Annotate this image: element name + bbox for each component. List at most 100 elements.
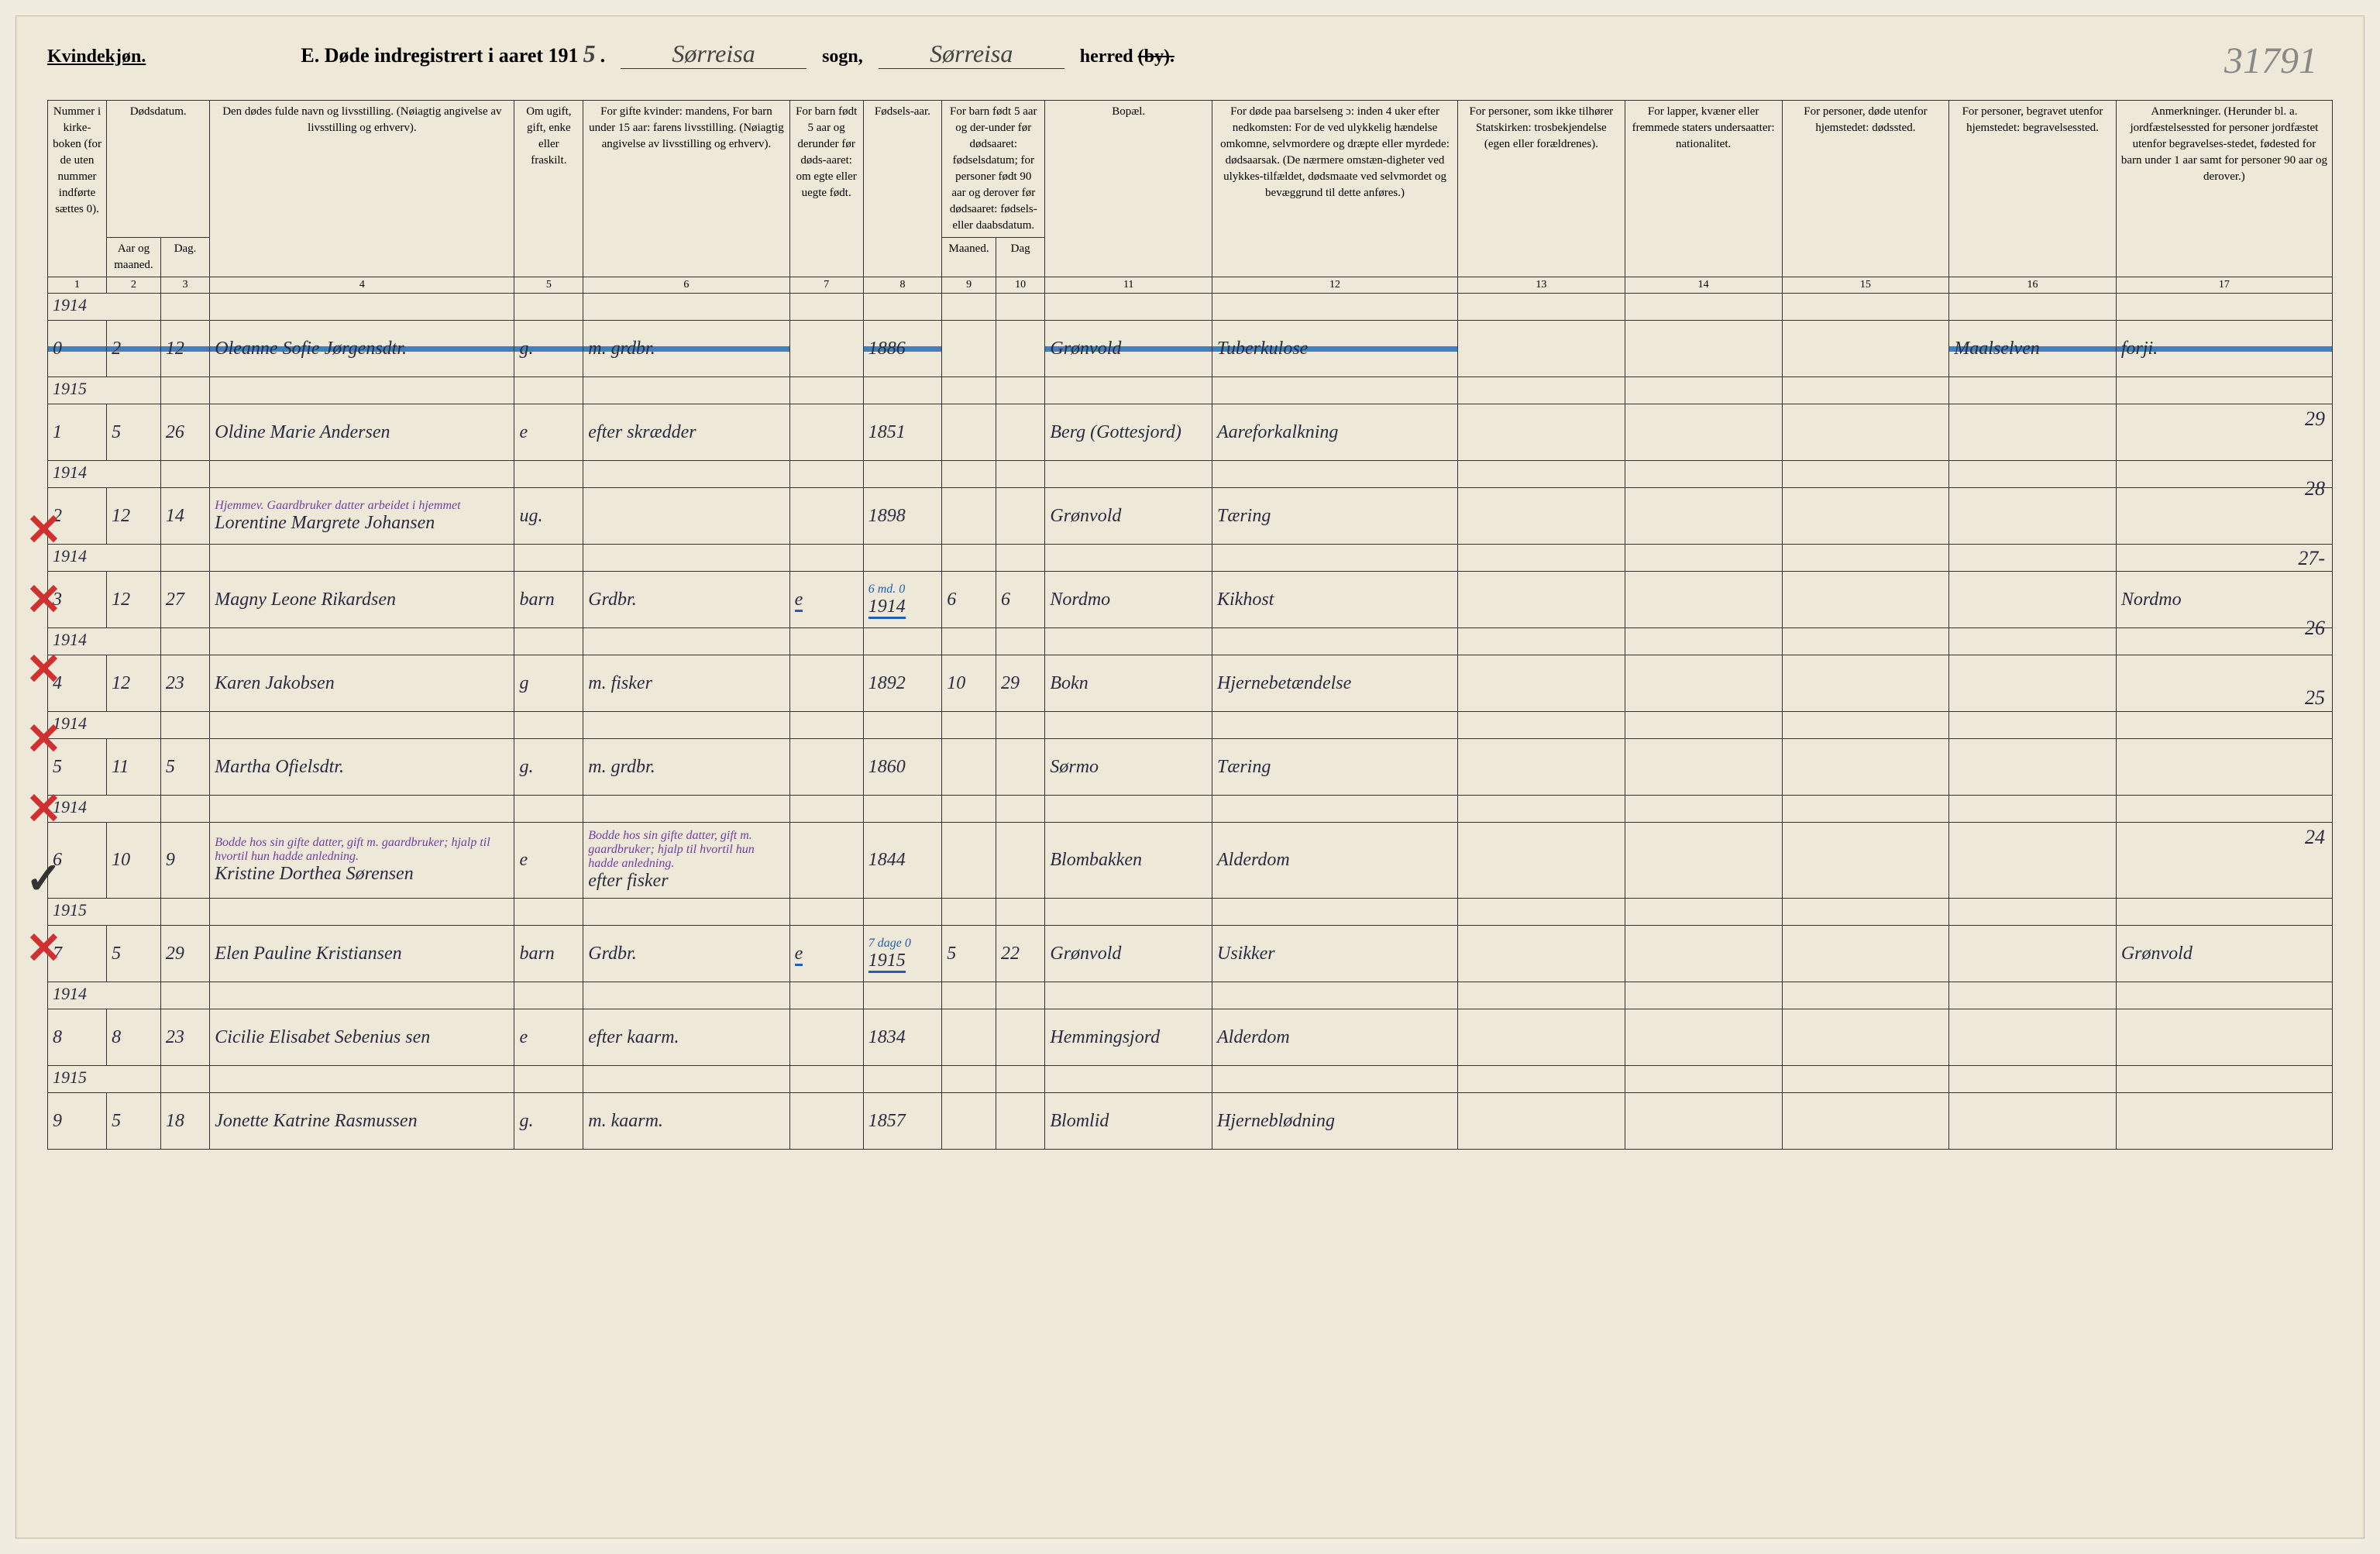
cell-birth-year: 1860 — [863, 739, 941, 796]
cell-birth-day: 29 — [996, 655, 1044, 712]
cell-birth-year: 1898 — [863, 488, 941, 545]
header-c15: For personer, døde utenfor hjemstedet: d… — [1782, 101, 1949, 277]
cell-day: 23 — [160, 1009, 209, 1066]
herred-strike: (by). — [1138, 46, 1175, 67]
year-cell: 1914 — [48, 545, 161, 572]
header-c16: For personer, begravet utenfor hjemstede… — [1949, 101, 2117, 277]
cell-birth-day: 22 — [996, 926, 1044, 982]
cell-entry-num: 1 — [48, 404, 107, 461]
cell-cause: Hjernebetændelse — [1212, 655, 1457, 712]
table-row: 1526Oldine Marie Anderseneefter skrædder… — [48, 404, 2333, 461]
year-cell: 1915 — [48, 899, 161, 926]
cell-remarks — [2116, 404, 2332, 461]
table-row: 6109Bodde hos sin gifte datter, gift m. … — [48, 823, 2333, 899]
header-c14: For lapper, kvæner eller fremmede stater… — [1625, 101, 1782, 277]
cell-nationality — [1625, 1009, 1782, 1066]
table-row: 41223Karen Jakobsengm. fisker18921029Bok… — [48, 655, 2333, 712]
gender-label: Kvindekjøn. — [47, 46, 146, 67]
cell-legitimacy — [789, 739, 863, 796]
table-body: 19140212Oleanne Sofie Jørgensdtr.g.m. gr… — [48, 294, 2333, 1150]
cell-cause: Aareforkalkning — [1212, 404, 1457, 461]
table-row: 8823Cicilie Elisabet Sebenius seneefter … — [48, 1009, 2333, 1066]
cell-residence: Blomlid — [1045, 1093, 1212, 1150]
cell-faith — [1458, 488, 1625, 545]
cell-remarks: Nordmo — [2116, 572, 2332, 628]
cell-name: Martha Ofielsdtr. — [210, 739, 514, 796]
cell-death-place — [1782, 321, 1949, 377]
cell-month: 12 — [107, 488, 161, 545]
cell-legitimacy — [789, 488, 863, 545]
cell-burial-place — [1949, 823, 2117, 899]
header-c5: Om ugift, gift, enke eller fraskilt. — [514, 101, 583, 277]
cell-cause: Tæring — [1212, 739, 1457, 796]
age-annotation: 6 md. 0 — [868, 583, 937, 597]
cell-nationality — [1625, 572, 1782, 628]
purple-annotation: Bodde hos sin gifte datter, gift m. gaar… — [215, 836, 509, 864]
cell-day: 26 — [160, 404, 209, 461]
cell-nationality — [1625, 321, 1782, 377]
cell-day: 29 — [160, 926, 209, 982]
cell-legitimacy: e — [789, 572, 863, 628]
cell-remarks: Grønvold — [2116, 926, 2332, 982]
header-c8: Fødsels-aar. — [863, 101, 941, 277]
year-row: 1914 — [48, 628, 2333, 655]
cell-cause: Alderdom — [1212, 823, 1457, 899]
cell-day: 14 — [160, 488, 209, 545]
cell-month: 2 — [107, 321, 161, 377]
cell-month: 5 — [107, 1093, 161, 1150]
year-cell: 1915 — [48, 377, 161, 404]
cell-nationality — [1625, 655, 1782, 712]
year-row: 1914 — [48, 461, 2333, 488]
cell-name: Oleanne Sofie Jørgensdtr. — [210, 321, 514, 377]
year-row: 1915 — [48, 1066, 2333, 1093]
cell-cause: Hjerneblødning — [1212, 1093, 1457, 1150]
cell-birth-day — [996, 488, 1044, 545]
cell-legitimacy — [789, 655, 863, 712]
cell-birth-day: 6 — [996, 572, 1044, 628]
cell-status: barn — [514, 926, 583, 982]
cell-faith — [1458, 655, 1625, 712]
cell-birth-day — [996, 321, 1044, 377]
cell-cause: Alderdom — [1212, 1009, 1457, 1066]
cell-death-place — [1782, 655, 1949, 712]
red-x-mark: ✕ — [26, 713, 62, 765]
year-cell: 1914 — [48, 294, 161, 321]
cell-legitimacy — [789, 1009, 863, 1066]
cell-status: g. — [514, 739, 583, 796]
form-letter: E. — [301, 44, 319, 67]
cell-relation: efter skrædder — [583, 404, 789, 461]
cell-death-place — [1782, 1009, 1949, 1066]
margin-page-number: 28 — [2305, 477, 2325, 500]
cell-burial-place: Maalselven — [1949, 321, 2117, 377]
cell-day: 12 — [160, 321, 209, 377]
cell-residence: Grønvold — [1045, 488, 1212, 545]
cell-nationality — [1625, 1093, 1782, 1150]
year-digit: 5 — [579, 40, 600, 68]
year-row: 1914 — [48, 294, 2333, 321]
header-c1: Nummer i kirke-boken (for de uten nummer… — [48, 101, 107, 277]
cell-month: 10 — [107, 823, 161, 899]
cell-residence: Blombakken — [1045, 823, 1212, 899]
margin-page-number: 24 — [2305, 826, 2325, 849]
cell-faith — [1458, 823, 1625, 899]
year-row: 1914 — [48, 982, 2333, 1009]
red-x-mark: ✕ — [26, 783, 62, 834]
cell-relation: m. grdbr. — [583, 321, 789, 377]
red-x-mark: ✕ — [26, 644, 62, 695]
year-row: 1914 — [48, 545, 2333, 572]
cell-birth-day — [996, 404, 1044, 461]
cell-name: Elen Pauline Kristiansen — [210, 926, 514, 982]
cell-birth-year: 1857 — [863, 1093, 941, 1150]
cell-day: 23 — [160, 655, 209, 712]
cell-nationality — [1625, 404, 1782, 461]
header-aar: Aar og maaned. — [107, 238, 161, 277]
header-c17: Anmerkninger. (Herunder bl. a. jordfæste… — [2116, 101, 2332, 277]
cell-cause: Usikker — [1212, 926, 1457, 982]
header-c2a: Dødsdatum. — [107, 101, 210, 238]
cell-entry-num: 9 — [48, 1093, 107, 1150]
cell-relation: Bodde hos sin gifte datter, gift m. gaar… — [583, 823, 789, 899]
herred-label: herred (by). — [1080, 46, 1175, 67]
cell-nationality — [1625, 823, 1782, 899]
age-annotation: 7 dage 0 — [868, 937, 937, 951]
cell-status: g. — [514, 1093, 583, 1150]
